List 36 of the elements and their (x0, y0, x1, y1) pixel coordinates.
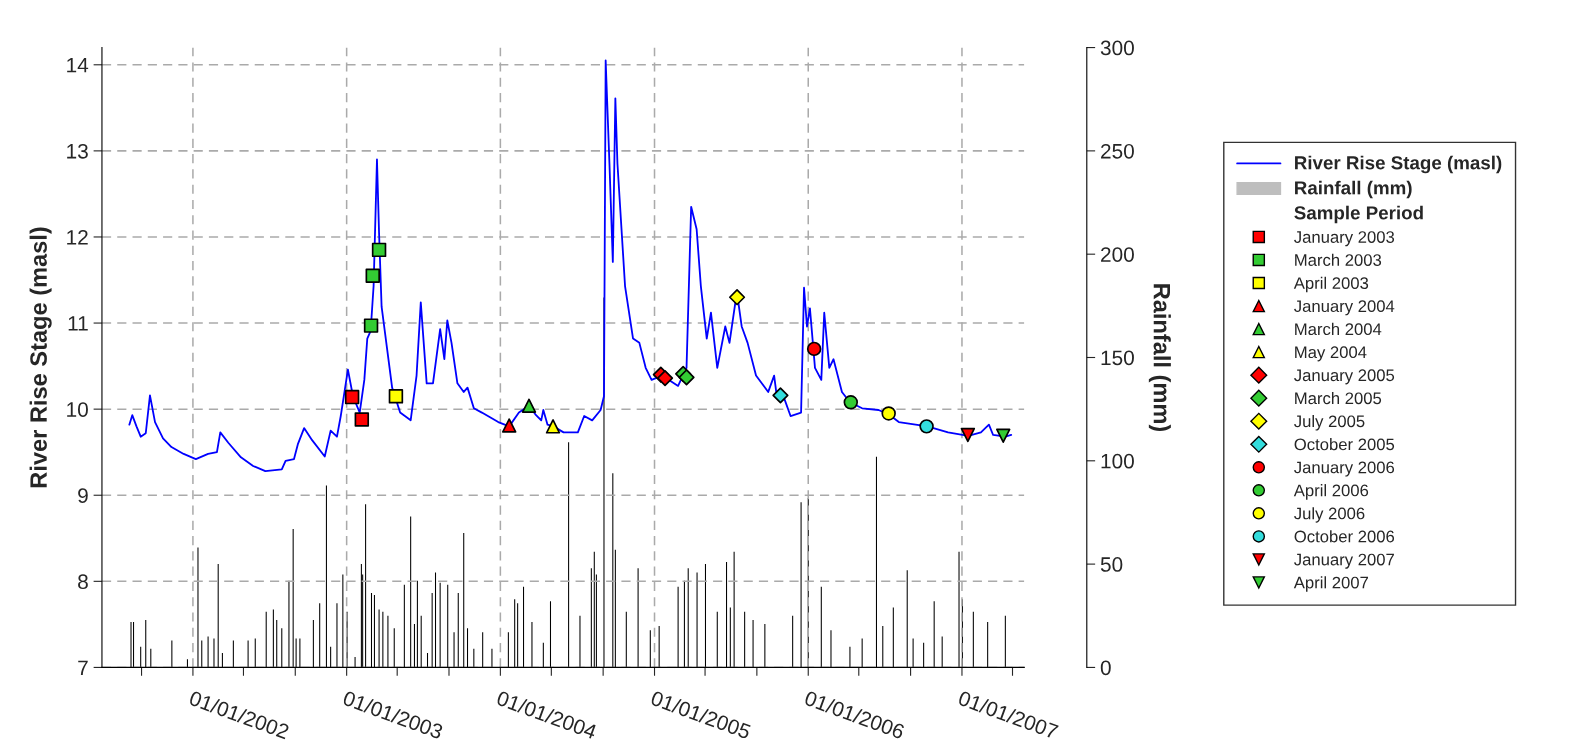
y-tick-label: 8 (78, 574, 88, 590)
legend-label: March 2005 (1295, 391, 1382, 405)
legend-label: January 2007 (1294, 553, 1394, 569)
y-tick-label: 12 (67, 229, 88, 245)
legend-label: April 2006 (1293, 484, 1369, 500)
legend-label: January 2004 (1294, 300, 1395, 316)
legend-label: March 2004 (1295, 322, 1382, 336)
y2-tick-label: 100 (1101, 453, 1134, 469)
y-tick-label: 7 (78, 660, 88, 675)
legend-label: River Rise Stage (masl) (1295, 155, 1502, 174)
legend-label: January 2006 (1294, 461, 1395, 477)
y-tick-label: 11 (68, 316, 88, 331)
legend-label: January 2005 (1294, 369, 1395, 385)
y2-axis-title: Rainfall (mm) (1148, 284, 1171, 432)
legend-label: October 2005 (1294, 438, 1395, 451)
legend-label: March 2003 (1295, 253, 1382, 266)
y-tick-label: 14 (67, 58, 89, 73)
legend-label: January 2003 (1294, 231, 1395, 247)
y2-tick-label: 50 (1100, 557, 1123, 572)
legend-label: April 2003 (1293, 276, 1369, 293)
y2-tick-label: 250 (1101, 143, 1134, 159)
y2-tick-label: 300 (1100, 40, 1134, 56)
y-tick-label: 9 (78, 488, 88, 503)
legend-title: Sample Period (1294, 205, 1423, 224)
y-axis-title: River Rise Stage (masl) (29, 227, 52, 488)
legend-label: April 2007 (1293, 576, 1368, 592)
legend-label: July 2006 (1294, 507, 1365, 523)
legend-label: May 2004 (1295, 346, 1367, 362)
legend-label: Rainfall (mm) (1295, 180, 1412, 199)
legend-label: July 2005 (1294, 414, 1365, 431)
y2-tick-label: 150 (1101, 350, 1134, 366)
y2-tick-label: 200 (1101, 247, 1134, 262)
y-tick-label: 10 (67, 402, 88, 417)
y2-tick-label: 0 (1100, 660, 1111, 676)
y-tick-label: 13 (67, 143, 88, 159)
legend-label: October 2006 (1294, 530, 1395, 543)
